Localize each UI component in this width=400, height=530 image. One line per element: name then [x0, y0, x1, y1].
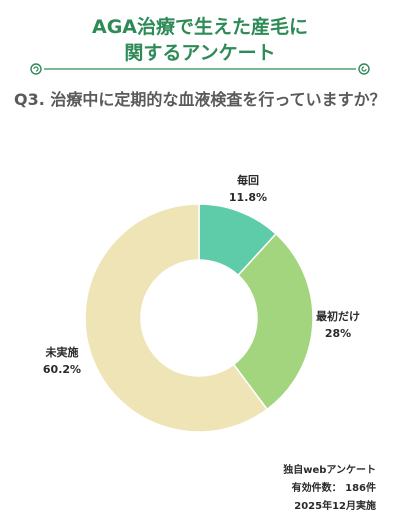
survey-footer: 独自webアンケート 有効件数： 186件 2025年12月実施 [176, 462, 376, 516]
slice-value-label: 28% [325, 327, 351, 340]
slice-category-label: 未実施 [45, 345, 79, 359]
footer-date: 2025年12月実施 [294, 501, 376, 512]
donut-slice [84, 203, 269, 433]
question-text: Q3. 治療中に定期的な血液検査を行っていますか？ [14, 90, 386, 109]
slice-value-label: 11.8% [229, 191, 267, 204]
right-swirl-icon [358, 63, 370, 75]
title-line-2: 関するアンケート [124, 42, 276, 64]
title-line-1: AGA治療で生えた産毛に [91, 16, 308, 38]
slice-value-label: 60.2% [43, 363, 81, 376]
left-swirl-icon [30, 63, 356, 75]
header: AGA治療で生えた産毛に 関するアンケート [0, 0, 400, 82]
donut-slice [232, 232, 314, 411]
footer-source: 独自webアンケート [283, 465, 376, 476]
header-decoration [30, 63, 370, 75]
footer-count: 有効件数： 186件 [291, 483, 376, 494]
slice-category-label: 毎回 [237, 173, 259, 187]
slice-category-label: 最初だけ [316, 309, 360, 323]
